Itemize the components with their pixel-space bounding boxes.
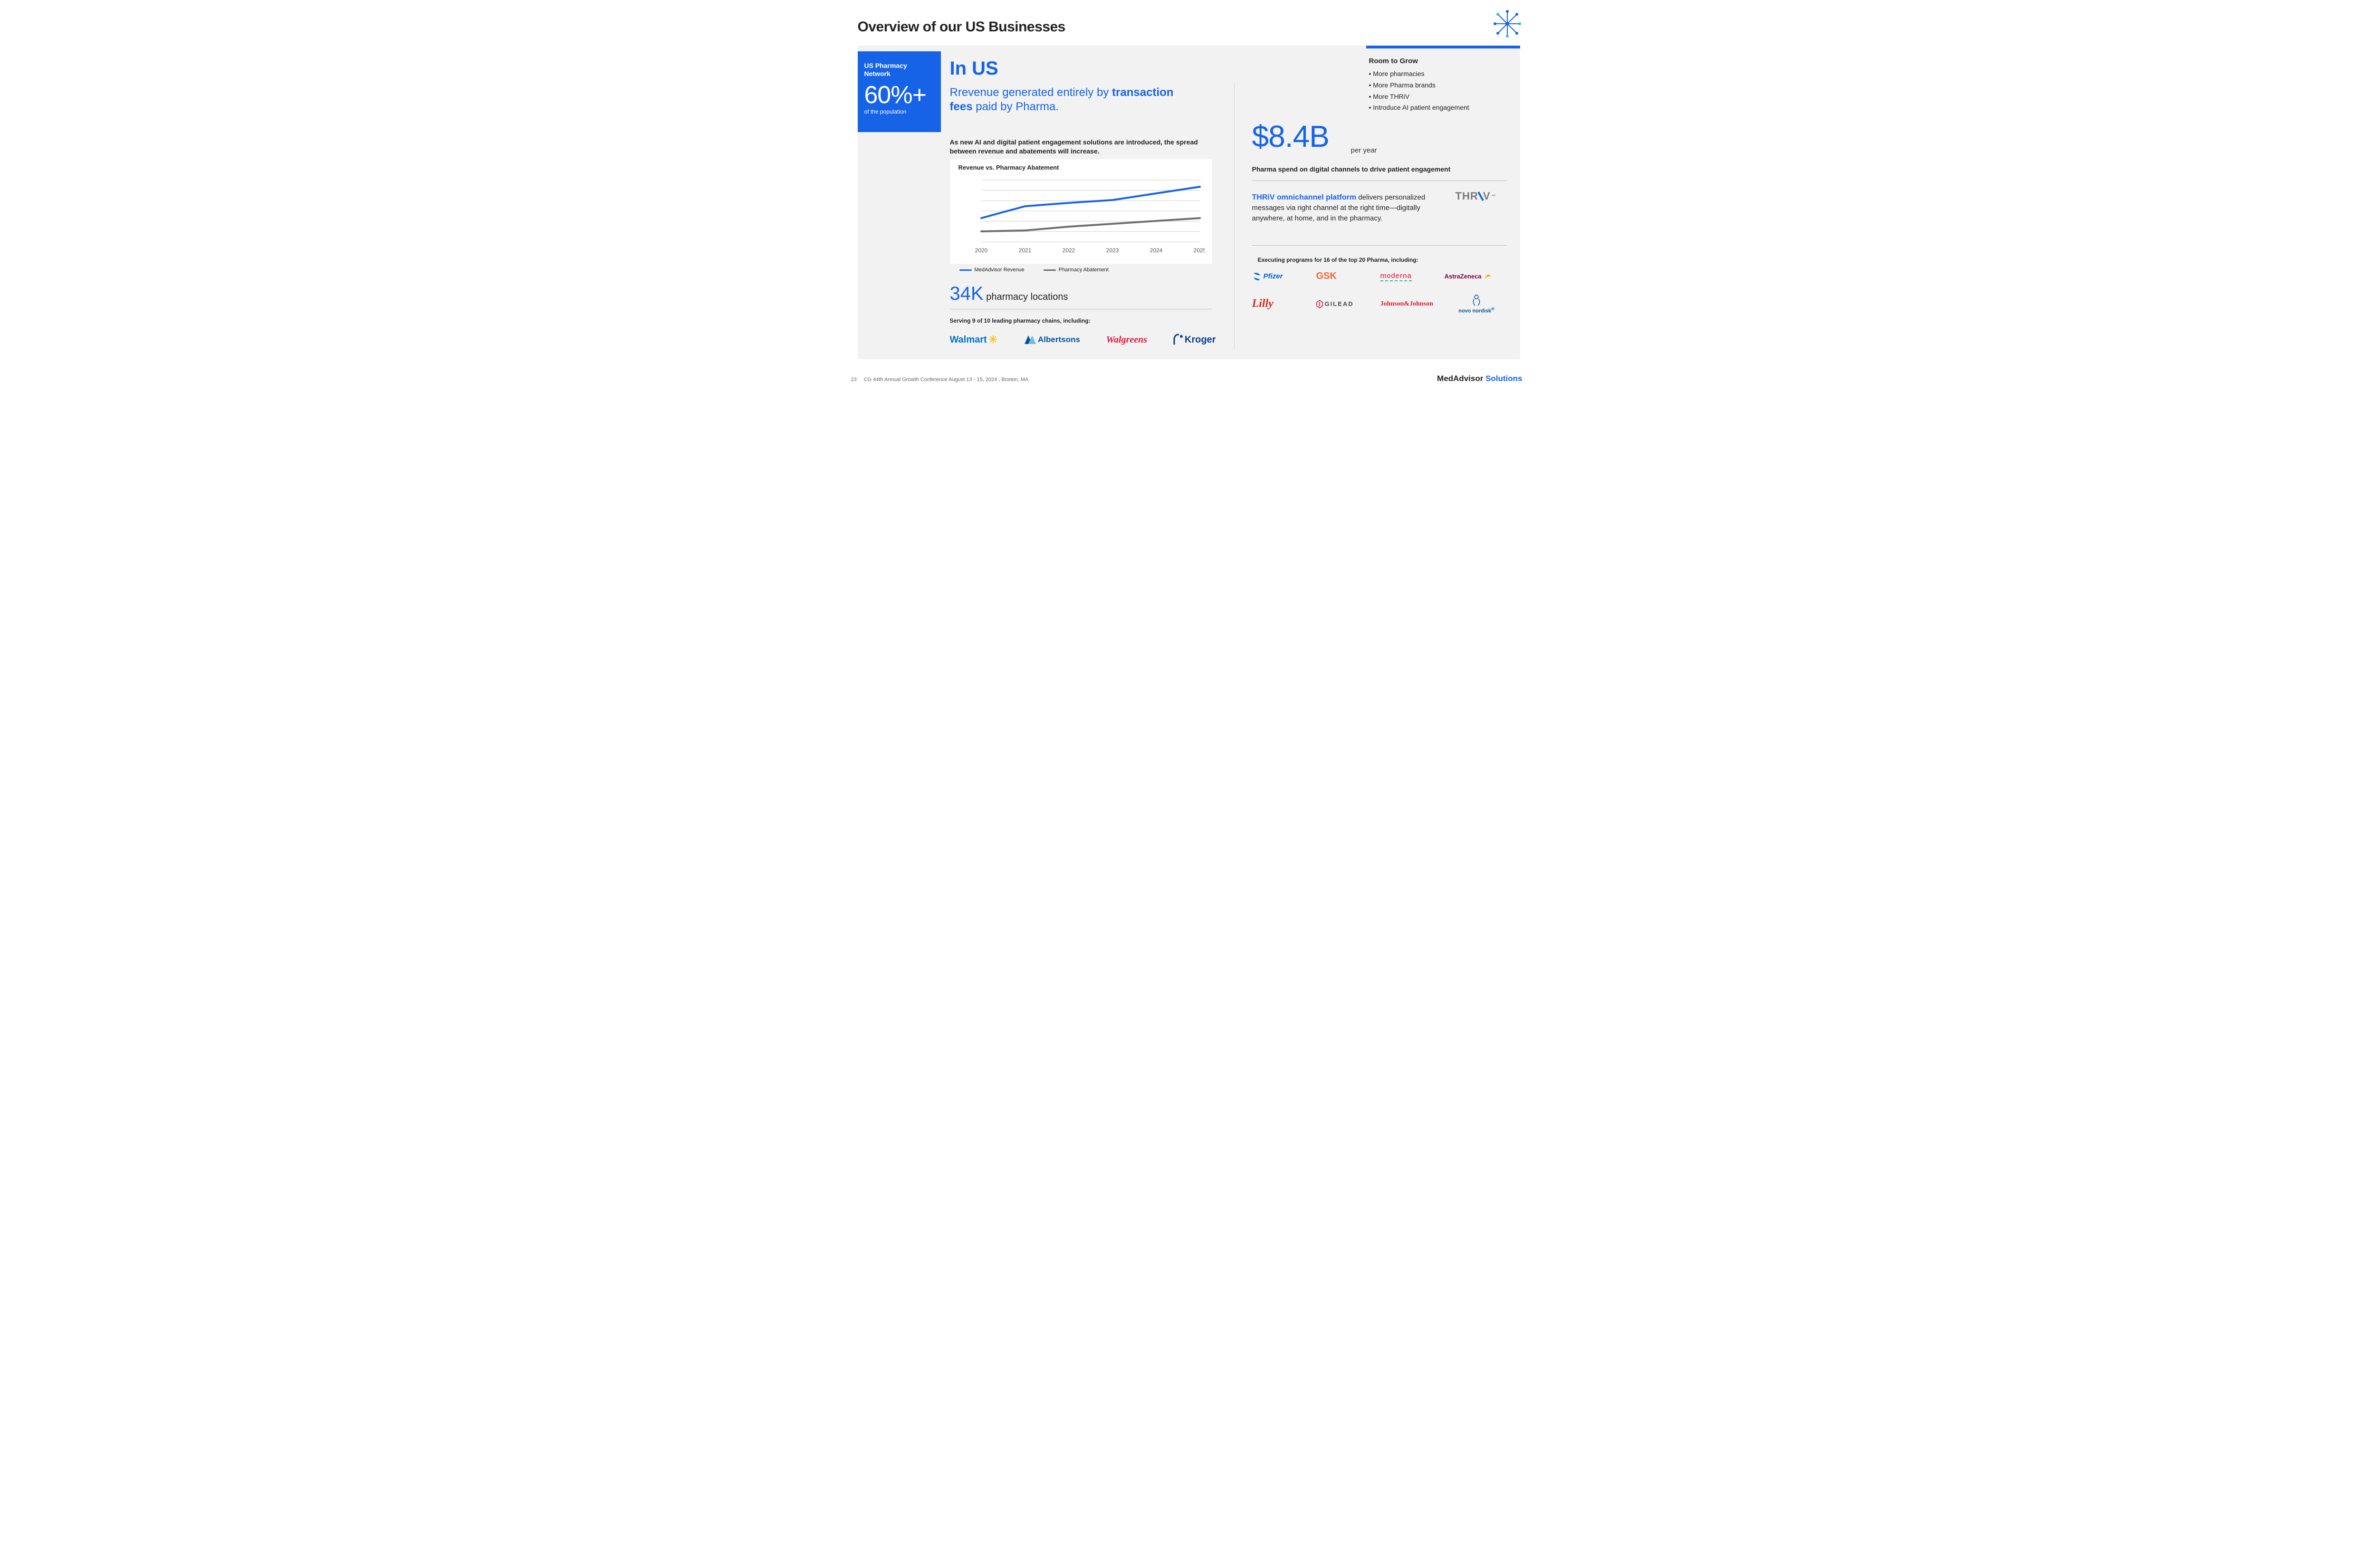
- svg-text:2020: 2020: [975, 247, 987, 254]
- pharma-brand-logo: Pfizer: [1252, 272, 1316, 281]
- room-item: Introduce AI patient engagement: [1369, 102, 1469, 114]
- pharmacy-logos: Walmart✳ Albertsons Walgreens Kroger: [950, 330, 1216, 349]
- page-number: 23: [851, 377, 862, 382]
- pharma-brand-logo: GSK: [1316, 271, 1380, 282]
- legend-label: MedAdvisor Revenue: [975, 267, 1025, 273]
- accent-bar: [1366, 46, 1520, 48]
- stat-34k-label: pharmacy locations: [984, 292, 1068, 302]
- stat-box-value: 60%+: [864, 81, 934, 109]
- brand-b: Solutions: [1483, 374, 1522, 383]
- stat-box-population: US Pharmacy Network 60%+ of the populati…: [858, 51, 941, 132]
- pharma-brand-logo: moderna: [1380, 272, 1445, 281]
- slide: Overview of our US Businesses US Pharmac…: [840, 0, 1537, 392]
- legend-item: Pharmacy Abatement: [1044, 267, 1109, 273]
- brand-a: MedAdvisor: [1437, 374, 1483, 383]
- heading-in-us: In US: [950, 58, 998, 79]
- pharma-brand-grid: PfizerGSKmodernaAstraZeneca LillyGILEADJo…: [1252, 271, 1509, 314]
- stat-box-sublabel: of the population: [864, 108, 934, 115]
- revenue-line: Rrevenue generated entirely by transacti…: [950, 86, 1188, 114]
- chart-svg: 2020 2021 2022 2023 2024 2025: [958, 175, 1205, 256]
- thriv-title: THRiV omnichannel platform: [1252, 193, 1357, 201]
- stat-34k: 34K pharmacy locations: [950, 283, 1068, 305]
- svg-text:2025: 2025: [1193, 247, 1204, 254]
- pharma-spend-text: Pharma spend on digital channels to driv…: [1252, 165, 1499, 173]
- pharmacy-logo: Albertsons: [1024, 335, 1080, 345]
- svg-text:2024: 2024: [1150, 247, 1162, 254]
- svg-text:2022: 2022: [1062, 247, 1075, 254]
- executing-text: Executing programs for 16 of the top 20 …: [1258, 257, 1418, 263]
- svg-text:2021: 2021: [1018, 247, 1031, 254]
- serving-text: Serving 9 of 10 leading pharmacy chains,…: [950, 317, 1091, 324]
- pharma-brand-logo: GILEAD: [1316, 300, 1380, 308]
- footer: 23 CG 44th Annual Growth Conference Augu…: [851, 377, 1029, 382]
- stat-box-label: US Pharmacy Network: [864, 62, 934, 78]
- brand-footer: MedAdvisor Solutions: [1437, 374, 1522, 383]
- revenue-line-post: paid by Pharma.: [973, 100, 1059, 113]
- pharmacy-logo: Kroger: [1173, 334, 1216, 346]
- room-item: More Pharma brands: [1369, 80, 1469, 91]
- thriv-logo: THRV™: [1456, 190, 1496, 202]
- pharma-brand-logo: novo nordisk®: [1445, 294, 1509, 314]
- pharmacy-logo: Walmart✳: [950, 334, 998, 346]
- chart-legend: MedAdvisor Revenue Pharmacy Abatement: [959, 267, 1109, 273]
- svg-text:2023: 2023: [1106, 247, 1119, 254]
- chart-revenue-abatement: Revenue vs. Pharmacy Abatement 202020212…: [950, 159, 1212, 264]
- thriv-block: THRiV omnichannel platform delivers pers…: [1252, 192, 1452, 224]
- divider-right-2: [1252, 245, 1507, 246]
- room-item: More THRiV: [1369, 91, 1469, 103]
- pharma-brand-logo: AstraZeneca: [1445, 272, 1509, 281]
- room-to-grow-title: Room to Grow: [1369, 57, 1418, 65]
- room-item: More pharmacies: [1369, 68, 1469, 80]
- room-to-grow-list: More pharmaciesMore Pharma brandsMore TH…: [1369, 68, 1469, 114]
- pharma-brand-logo: Lilly: [1252, 297, 1316, 310]
- vertical-divider: [1234, 83, 1235, 349]
- chart-title: Revenue vs. Pharmacy Abatement: [958, 164, 1059, 171]
- intro-text: As new AI and digital patient engagement…: [950, 138, 1202, 156]
- network-icon: [1492, 9, 1523, 39]
- stat-34k-value: 34K: [950, 283, 984, 304]
- revenue-line-pre: Rrevenue generated entirely by: [950, 86, 1112, 99]
- legend-label: Pharmacy Abatement: [1059, 267, 1109, 273]
- pharmacy-logo: Walgreens: [1106, 335, 1147, 345]
- legend-item: MedAdvisor Revenue: [959, 267, 1025, 273]
- pharma-brand-logo: Johnson&Johnson: [1380, 300, 1445, 308]
- page-title: Overview of our US Businesses: [858, 19, 1065, 35]
- stat-per-year: per year: [1351, 146, 1377, 154]
- footer-text: CG 44th Annual Growth Conference August …: [864, 377, 1029, 382]
- stat-8-4b: $8.4B: [1252, 119, 1329, 154]
